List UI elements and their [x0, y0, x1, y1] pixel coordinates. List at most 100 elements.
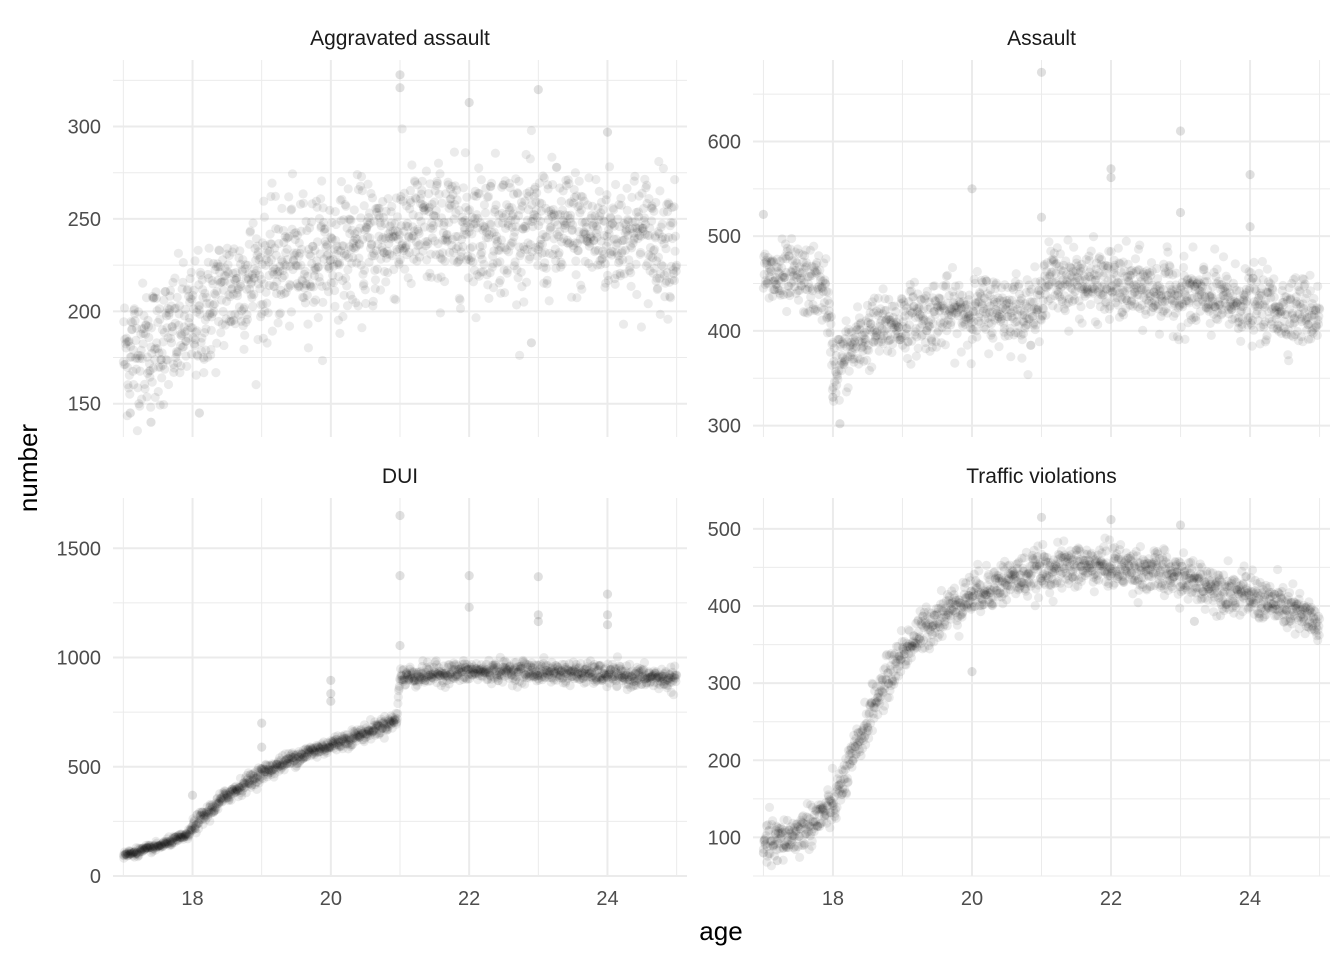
- data-point: [308, 241, 318, 251]
- data-point: [477, 248, 487, 258]
- data-point: [833, 374, 843, 384]
- data-point: [442, 229, 452, 239]
- data-point: [137, 394, 147, 404]
- data-point: [867, 362, 877, 372]
- data-point: [125, 352, 135, 362]
- data-point: [362, 217, 372, 227]
- data-point: [463, 206, 473, 216]
- data-point: [468, 277, 478, 287]
- data-point: [281, 287, 291, 297]
- data-point: [428, 224, 438, 234]
- data-point: [181, 336, 191, 346]
- data-point: [394, 257, 404, 267]
- data-point: [474, 271, 484, 281]
- data-point: [368, 301, 378, 311]
- data-point: [192, 350, 202, 360]
- data-point: [251, 380, 261, 390]
- data-point: [484, 230, 494, 240]
- data-point: [251, 255, 261, 265]
- data-point: [199, 328, 210, 338]
- data-point: [388, 226, 398, 236]
- data-point: [181, 336, 191, 346]
- data-point: [381, 277, 391, 287]
- data-point: [163, 333, 173, 343]
- data-point: [250, 269, 260, 279]
- data-point: [387, 251, 397, 261]
- data-point: [292, 230, 302, 240]
- data-point: [249, 264, 259, 274]
- data-point: [1313, 281, 1323, 291]
- data-point: [461, 255, 471, 265]
- data-point: [199, 354, 209, 364]
- data-point: [283, 255, 293, 265]
- data-point: [163, 303, 173, 313]
- data-point: [242, 310, 252, 320]
- data-point: [242, 314, 252, 324]
- data-point: [358, 234, 368, 244]
- data-point: [237, 306, 247, 316]
- data-point: [206, 344, 216, 355]
- data-point: [787, 233, 797, 244]
- data-point: [366, 188, 376, 199]
- data-point: [278, 265, 288, 276]
- data-point: [121, 343, 131, 353]
- data-point: [241, 317, 251, 327]
- data-point: [906, 653, 916, 663]
- data-point: [515, 350, 525, 360]
- data-point: [211, 261, 221, 272]
- data-point: [325, 255, 335, 265]
- data-point: [301, 279, 311, 289]
- data-point: [466, 256, 476, 266]
- data-point: [557, 259, 567, 270]
- data-point: [399, 188, 409, 198]
- data-point: [150, 392, 160, 402]
- data-point: [127, 317, 138, 328]
- outlier-point: [464, 97, 474, 108]
- data-point: [170, 318, 180, 328]
- data-point: [138, 328, 149, 338]
- data-point: [432, 178, 442, 189]
- data-point: [421, 241, 431, 251]
- data-point: [155, 400, 165, 410]
- data-point: [322, 241, 332, 251]
- data-point: [204, 243, 214, 253]
- data-point: [442, 236, 452, 246]
- data-point: [454, 293, 464, 303]
- data-point: [126, 341, 136, 351]
- data-point: [240, 330, 250, 340]
- data-point: [573, 246, 584, 256]
- data-point: [235, 279, 245, 289]
- data-point: [155, 314, 165, 324]
- data-point: [190, 256, 200, 266]
- data-point: [209, 258, 219, 269]
- data-point: [294, 281, 304, 291]
- data-point: [367, 193, 378, 203]
- data-point: [370, 275, 381, 285]
- data-point: [519, 297, 529, 307]
- data-point: [670, 175, 680, 185]
- data-point: [405, 195, 415, 205]
- data-point: [355, 223, 365, 233]
- data-point: [655, 309, 665, 319]
- data-point: [490, 148, 500, 158]
- data-point: [457, 234, 467, 244]
- data-point: [460, 215, 470, 225]
- data-point: [267, 178, 277, 188]
- data-point: [632, 289, 642, 300]
- data-point: [435, 308, 445, 318]
- data-point: [269, 281, 279, 292]
- data-point: [956, 347, 966, 357]
- data-point: [309, 297, 319, 307]
- data-point: [418, 246, 428, 256]
- data-point: [465, 223, 475, 233]
- data-point: [132, 426, 142, 436]
- data-point: [143, 321, 153, 332]
- data-point: [299, 293, 309, 303]
- data-point: [622, 183, 632, 193]
- data-point: [140, 379, 150, 389]
- data-point: [206, 350, 216, 360]
- data-point: [1269, 274, 1279, 284]
- data-point: [1017, 353, 1027, 363]
- data-point: [191, 370, 201, 380]
- data-point: [231, 275, 241, 286]
